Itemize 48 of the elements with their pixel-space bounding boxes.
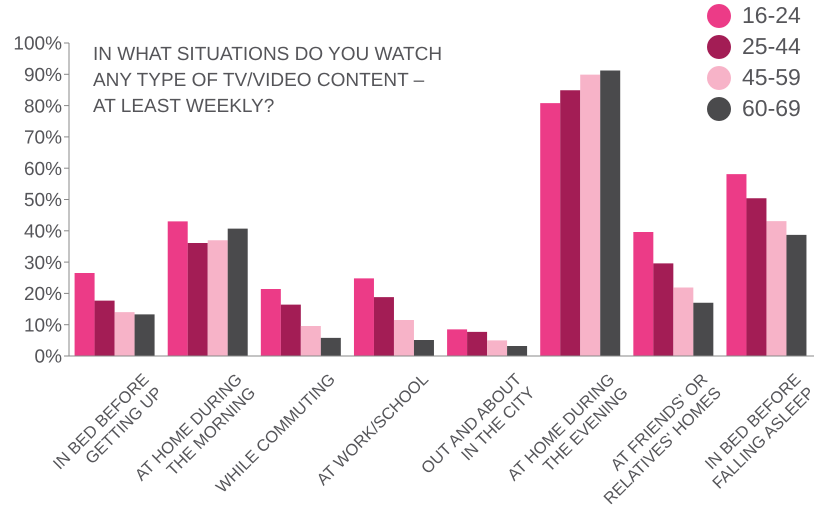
bar (188, 243, 208, 356)
bar (354, 278, 374, 356)
bar (74, 273, 95, 356)
y-tick-label: 20% (24, 284, 62, 306)
y-tick-label: 100% (13, 34, 62, 55)
bar (786, 234, 806, 356)
bar (673, 287, 694, 356)
bar (260, 289, 281, 356)
bar (228, 228, 248, 356)
bar (467, 332, 488, 356)
y-tick-label: 90% (24, 65, 62, 86)
bar (447, 329, 468, 356)
y-tick-label: 40% (24, 222, 62, 243)
y-tick-label: 0% (34, 346, 62, 368)
bar (94, 300, 115, 356)
legend-label: 16-24 (742, 2, 801, 29)
y-tick-label: 70% (24, 128, 62, 149)
bar (208, 240, 228, 356)
legend-label: 45-59 (742, 64, 801, 91)
legend-label: 60-69 (742, 95, 801, 122)
bar (487, 340, 508, 356)
bar (300, 326, 321, 356)
bar (726, 174, 746, 356)
bar (134, 314, 155, 356)
text: IN WHAT SITUATIONS DO YOU WATCH ANY TYPE OF TV/VIDEO CONTENT – AT LEAST WEEKLY? (93, 43, 444, 119)
bar (633, 232, 654, 356)
bar (653, 263, 674, 356)
y-tick-label: 80% (24, 96, 62, 118)
bar (580, 74, 600, 356)
bar (280, 304, 301, 356)
y-tick-label: 50% (24, 190, 62, 212)
legend-label: 25-44 (742, 33, 801, 60)
bar (168, 221, 188, 356)
bar (414, 340, 434, 356)
bar (320, 338, 341, 356)
bar (394, 320, 414, 356)
bar (374, 297, 394, 356)
bar (540, 103, 560, 356)
bar (560, 90, 580, 356)
bar (766, 221, 786, 356)
y-tick-label: 60% (24, 158, 62, 180)
y-tick-label: 10% (24, 315, 62, 336)
bar (114, 312, 135, 356)
y-tick-label: 30% (24, 252, 62, 274)
bar (600, 70, 620, 356)
bar (693, 302, 714, 356)
bar (746, 198, 766, 356)
bar (507, 346, 528, 356)
